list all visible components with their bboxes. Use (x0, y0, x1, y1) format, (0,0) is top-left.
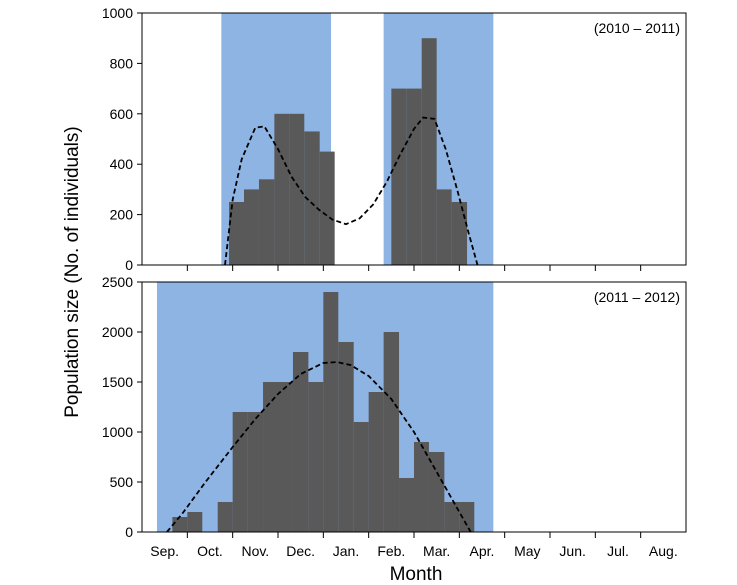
histogram-bar (304, 131, 320, 265)
y-tick-label: 800 (110, 55, 134, 71)
histogram-bar (278, 382, 293, 532)
x-axis-label: Month (390, 564, 443, 585)
histogram-bar (292, 352, 309, 532)
month-label: Sep. (150, 543, 179, 559)
histogram-bar (383, 332, 400, 532)
y-tick-label: 2000 (102, 324, 133, 340)
histogram-bar (406, 88, 422, 265)
histogram-bar (421, 38, 437, 266)
month-label: Apr. (470, 543, 495, 559)
month-label: Oct. (197, 543, 223, 559)
histogram-bar (436, 189, 452, 265)
y-tick-label: 0 (125, 257, 133, 273)
month-label: Jun. (559, 543, 585, 559)
fit-curve (224, 116, 479, 266)
histogram-bar (289, 113, 305, 265)
histogram-bar (323, 292, 339, 532)
y-tick-label: 500 (110, 474, 134, 490)
histogram-bar (217, 502, 233, 532)
month-label: Feb. (377, 543, 405, 559)
histogram-bar (399, 478, 414, 532)
histogram-bar (258, 179, 275, 265)
fit-curve (166, 361, 472, 533)
panel-period-label: (2010 – 2011) (594, 20, 680, 36)
panel-1: 0 200 400 600 800 1000 (2010 – 2011) (102, 5, 687, 273)
histogram-bar (368, 392, 384, 532)
y-tick-label: 2500 (102, 274, 133, 290)
month-label: Dec. (286, 543, 315, 559)
panel-period-label: (2011 – 2012) (594, 289, 680, 305)
histogram-bar (428, 452, 445, 532)
histogram-bar (187, 512, 203, 532)
y-tick-label: 400 (110, 156, 134, 172)
chart-panels: 0 200 400 600 800 1000 (2010 – 2011) 0 500 1000 15… (102, 5, 687, 540)
panel-2: 0 500 1000 1500 2000 2500 (2011 – 2012) (102, 274, 687, 540)
month-label: May (514, 543, 540, 559)
y-tick-label: 1500 (102, 374, 133, 390)
month-tick-labels: Sep. Oct. Nov. Dec. Jan. Feb. Mar. Apr. May Jun. J… (150, 543, 677, 559)
histogram-bar (444, 502, 460, 532)
y-tick-label: 1000 (102, 424, 133, 440)
y-tick-label: 0 (125, 524, 133, 540)
histogram-bar (274, 113, 290, 265)
histogram-bar (263, 382, 278, 532)
histogram-bar (338, 342, 354, 532)
y-tick-label: 200 (110, 207, 134, 223)
histogram-bar (247, 412, 264, 532)
y-tick-label: 1000 (102, 5, 133, 21)
y-tick-label: 600 (110, 106, 134, 122)
histogram-bar (459, 502, 475, 532)
month-label: Aug. (649, 543, 678, 559)
histogram-bar (244, 189, 259, 265)
histogram-bar (451, 202, 468, 265)
histogram-bar (414, 442, 429, 532)
histogram-bar (229, 202, 244, 265)
histogram-bar (172, 517, 188, 532)
month-label: Jul. (607, 543, 629, 559)
month-label: Mar. (423, 543, 450, 559)
month-label: Jan. (333, 543, 359, 559)
histogram-bar (353, 422, 369, 532)
histogram-bar (391, 88, 407, 265)
histogram-bar (319, 151, 335, 265)
month-label: Nov. (241, 543, 269, 559)
y-axis-label: Population size (No. of individuals) (62, 126, 83, 418)
histogram-bar (308, 382, 324, 532)
